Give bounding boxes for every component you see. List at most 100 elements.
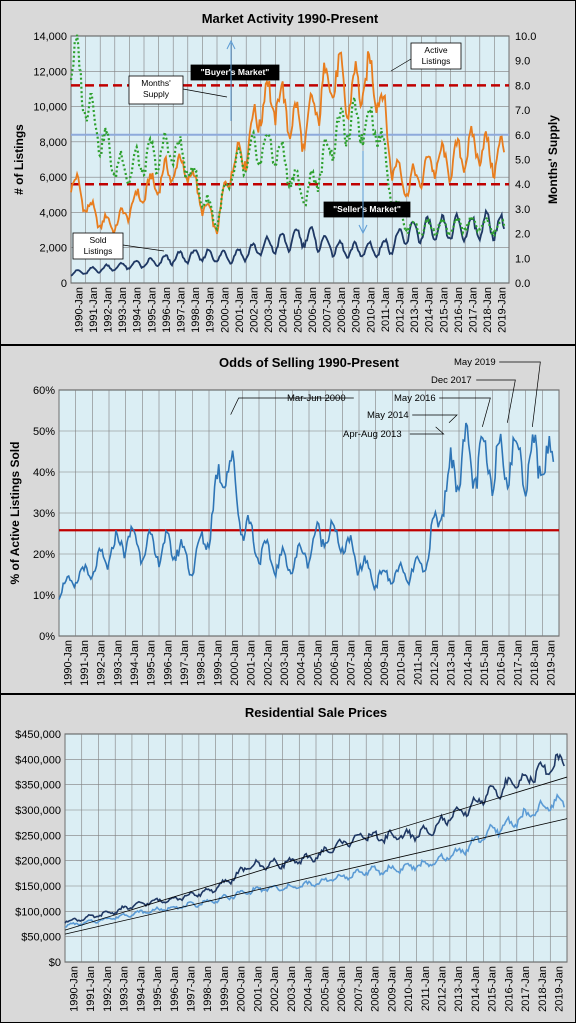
x-tick-label: 1999-Jan [219, 966, 231, 1012]
x-tick-label: 2007-Jan [346, 640, 358, 686]
x-tick-label: 2006-Jan [307, 287, 319, 333]
callout-label: Mar-Jun 2000 [287, 393, 346, 404]
y-tick-label: 14,000 [33, 31, 67, 43]
y-tick-label: 2,000 [39, 243, 67, 255]
x-tick-label: 2006-Jan [336, 966, 348, 1012]
y-tick-label: $200,000 [15, 856, 61, 868]
trend-line [64, 776, 568, 931]
x-tick-label: 2012-Jan [395, 287, 407, 333]
x-tick-label: 1996-Jan [162, 640, 174, 686]
x-tick-label: 2014-Jan [462, 640, 474, 686]
y-tick-label: 4,000 [39, 207, 67, 219]
series-line [70, 51, 505, 237]
x-tick-label: 2018-Jan [529, 640, 541, 686]
callout-leader [230, 397, 354, 415]
market-activity-panel: 0 2,000 4,000 6,000 8,000 10,000 12,000 14,000 1… [0, 0, 576, 345]
x-tick-label: 1990-Jan [68, 966, 80, 1012]
y-right-axis-title: Months' Supply [546, 115, 560, 204]
x-tick-label: 1996-Jan [161, 287, 173, 333]
annotation-sold-listings-box [72, 232, 124, 260]
x-tick-label: 1992-Jan [102, 966, 114, 1012]
x-tick-label: 2012-Jan [437, 966, 449, 1012]
x-tick-label: 2007-Jan [322, 287, 334, 333]
x-tick-label: 2018-Jan [482, 287, 494, 333]
annotation-active-listings-box [410, 42, 462, 70]
x-tick-label: 1997-Jan [176, 287, 188, 333]
x-tick-label: 2003-Jan [279, 640, 291, 686]
y-tick-label: $50,000 [21, 932, 61, 944]
y-tick-label: $150,000 [15, 881, 61, 893]
x-tick-label: 2004-Jan [296, 640, 308, 686]
annotation-sellers-market: "Seller's Market" [333, 204, 401, 214]
x-tick-label: 2002-Jan [269, 966, 281, 1012]
x-tick-label: 2013-Jan [409, 287, 421, 333]
x-tick-label: 2017-Jan [468, 287, 480, 333]
x-tick-label: 2001-Jan [252, 966, 264, 1012]
annotation-months-supply: Months' [141, 78, 171, 88]
x-tick-label: 2002-Jan [262, 640, 274, 686]
x-tick-label: 2019-Jan [546, 640, 558, 686]
annotation-leader [122, 244, 165, 252]
x-tick-label: 1992-Jan [96, 640, 108, 686]
x-tick-label: 2008-Jan [336, 287, 348, 333]
y-tick-label: 6,000 [39, 172, 67, 184]
annotation-months-supply-box [128, 75, 184, 105]
x-tick-label: 1991-Jan [85, 966, 97, 1012]
x-tick-label: 2005-Jan [312, 640, 324, 686]
odds-of-selling-panel: 0% 10% 20% 30% 40% 50% 60% 1990-Jan 1991-Jan 1992… [0, 345, 576, 694]
callout-label: May 2014 [367, 410, 409, 421]
y-tick-label: 0 [61, 278, 67, 290]
x-tick-label: 2011-Jan [412, 640, 424, 685]
callout-leader [439, 397, 491, 427]
x-tick-label: 2006-Jan [329, 640, 341, 686]
callout-label: May 2019 [454, 357, 496, 368]
x-tick-label: 2009-Jan [386, 966, 398, 1012]
x-tick-label: 2002-Jan [249, 287, 261, 333]
x-tick-label: 1993-Jan [112, 640, 124, 686]
x-tick-label: 2004-Jan [303, 966, 315, 1012]
x-tick-label: 1995-Jan [146, 287, 158, 333]
annotation-active-listings: Listings [422, 56, 451, 66]
y-axis-title: % of Active Listings Sold [8, 442, 22, 585]
x-tick-label: 1995-Jan [152, 966, 164, 1012]
y-tick-label: 10,000 [33, 102, 67, 114]
x-tick-label: 1998-Jan [202, 966, 214, 1012]
x-tick-label: 2009-Jan [351, 287, 363, 333]
x-tick-label: 2004-Jan [278, 287, 290, 333]
annotation-active-listings: Active [424, 45, 447, 55]
x-tick-label: 2014-Jan [470, 966, 482, 1012]
x-tick-label: 2014-Jan [424, 287, 436, 333]
x-tick-label: 2016-Jan [496, 640, 508, 686]
x-tick-label: 2019-Jan [497, 287, 509, 333]
sellers-arrow-head [358, 224, 368, 235]
y-tick-label: $0 [49, 957, 61, 969]
x-tick-label: 2000-Jan [236, 966, 248, 1012]
x-tick-label: 2019-Jan [554, 966, 566, 1012]
x-tick-label: 2015-Jan [487, 966, 499, 1012]
y-right-tick-label: 1.0 [515, 253, 530, 265]
x-tick-label: 1993-Jan [119, 966, 131, 1012]
y-tick-label: 50% [33, 426, 55, 438]
x-tick-label: 2017-Jan [512, 640, 524, 686]
y-tick-label: $450,000 [15, 729, 61, 741]
callout-label: May 2016 [394, 393, 436, 404]
x-tick-label: 2015-Jan [438, 287, 450, 333]
x-tick-label: 2003-Jan [263, 287, 275, 333]
y-tick-label: 60% [33, 385, 55, 397]
sale-prices-chart: $0 $50,000 $100,000 $150,000 $200,000 $250,00… [15, 705, 568, 1012]
y-tick-label: 0% [39, 631, 55, 643]
y-tick-label: $250,000 [15, 830, 61, 842]
annotation-buyers-market: "Buyer's Market" [201, 67, 270, 77]
x-tick-label: 2007-Jan [353, 966, 365, 1012]
y-tick-label: 8,000 [39, 137, 67, 149]
y-right-tick-label: 6.0 [515, 130, 530, 142]
y-tick-label: 10% [33, 590, 55, 602]
x-tick-label: 2011-Jan [380, 287, 392, 332]
chart-title: Market Activity 1990-Present [202, 11, 379, 26]
x-tick-label: 2016-Jan [503, 966, 515, 1012]
x-tick-label: 1994-Jan [135, 966, 147, 1012]
trend-line [64, 818, 568, 935]
x-tick-label: 1990-Jan [62, 640, 74, 686]
x-tick-label: 2008-Jan [370, 966, 382, 1012]
sale-prices-panel: $0 $50,000 $100,000 $150,000 $200,000 $250,00… [0, 694, 576, 1023]
